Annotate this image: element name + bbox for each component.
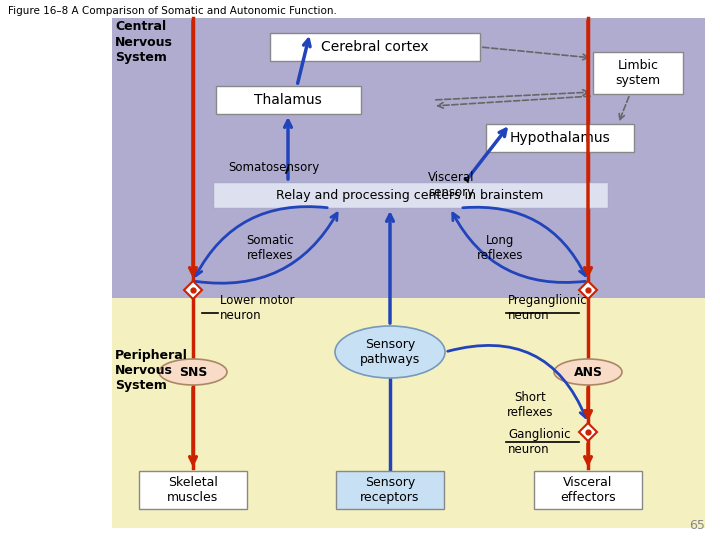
Text: Cerebral cortex: Cerebral cortex: [321, 40, 429, 54]
Text: Somatosensory: Somatosensory: [228, 161, 319, 174]
Text: Ganglionic
neuron: Ganglionic neuron: [508, 428, 570, 456]
Ellipse shape: [335, 326, 445, 378]
Text: Hypothalamus: Hypothalamus: [510, 131, 611, 145]
FancyBboxPatch shape: [270, 33, 480, 61]
FancyBboxPatch shape: [215, 86, 361, 114]
Text: Thalamus: Thalamus: [254, 93, 322, 107]
Text: Peripheral
Nervous
System: Peripheral Nervous System: [115, 348, 188, 392]
FancyBboxPatch shape: [336, 471, 444, 509]
Polygon shape: [579, 281, 597, 299]
Text: ANS: ANS: [574, 366, 603, 379]
FancyBboxPatch shape: [534, 471, 642, 509]
FancyBboxPatch shape: [486, 124, 634, 152]
Text: Short
reflexes: Short reflexes: [507, 391, 553, 419]
Text: Somatic
reflexes: Somatic reflexes: [246, 234, 294, 262]
Text: Preganglionic
neuron: Preganglionic neuron: [508, 294, 588, 322]
Ellipse shape: [159, 359, 227, 385]
Text: 65: 65: [689, 519, 705, 532]
Text: Long
reflexes: Long reflexes: [477, 234, 523, 262]
Text: Central
Nervous
System: Central Nervous System: [115, 21, 173, 64]
Text: SNS: SNS: [179, 366, 207, 379]
Polygon shape: [112, 18, 705, 298]
Polygon shape: [184, 281, 202, 299]
Text: Relay and processing centers in brainstem: Relay and processing centers in brainste…: [276, 188, 544, 201]
Text: Sensory
pathways: Sensory pathways: [360, 338, 420, 366]
Text: Lower motor
neuron: Lower motor neuron: [220, 294, 294, 322]
Text: Sensory
receptors: Sensory receptors: [360, 476, 420, 504]
FancyBboxPatch shape: [139, 471, 247, 509]
Text: Figure 16–8 A Comparison of Somatic and Autonomic Function.: Figure 16–8 A Comparison of Somatic and …: [8, 6, 337, 16]
FancyBboxPatch shape: [593, 52, 683, 94]
Polygon shape: [112, 298, 705, 528]
Text: Visceral
effectors: Visceral effectors: [560, 476, 616, 504]
Text: Skeletal
muscles: Skeletal muscles: [167, 476, 219, 504]
Text: Limbic
system: Limbic system: [616, 59, 660, 87]
Polygon shape: [579, 423, 597, 441]
Text: Visceral
sensory: Visceral sensory: [428, 171, 474, 199]
Ellipse shape: [554, 359, 622, 385]
FancyBboxPatch shape: [212, 182, 608, 208]
